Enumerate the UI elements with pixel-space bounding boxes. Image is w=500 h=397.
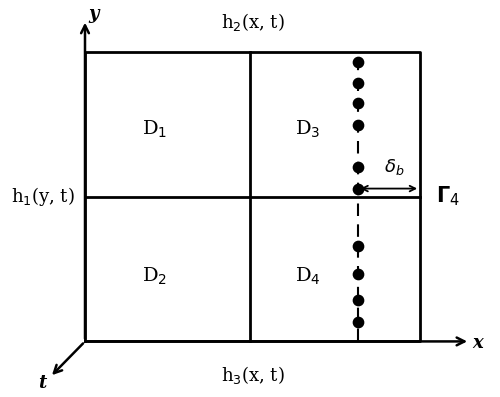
Point [354,271,362,277]
Text: D$_3$: D$_3$ [295,118,320,140]
Text: $\delta_b$: $\delta_b$ [384,157,404,177]
Point [354,243,362,249]
Point [354,100,362,106]
Text: h$_3$(x, t): h$_3$(x, t) [220,364,284,386]
Text: $\mathbf{\Gamma}_4$: $\mathbf{\Gamma}_4$ [436,185,460,208]
Point [354,164,362,170]
Point [354,297,362,303]
Text: x: x [472,334,483,353]
Text: h$_1$(y, t): h$_1$(y, t) [10,185,74,208]
Point [354,58,362,65]
Text: t: t [38,374,46,392]
Text: D$_2$: D$_2$ [142,265,168,287]
Text: h$_2$(x, t): h$_2$(x, t) [220,11,284,33]
Text: D$_1$: D$_1$ [142,118,168,140]
Point [354,318,362,325]
Point [354,80,362,87]
Point [354,185,362,192]
Point [354,122,362,128]
Text: y: y [89,5,99,23]
Text: D$_4$: D$_4$ [294,265,320,287]
